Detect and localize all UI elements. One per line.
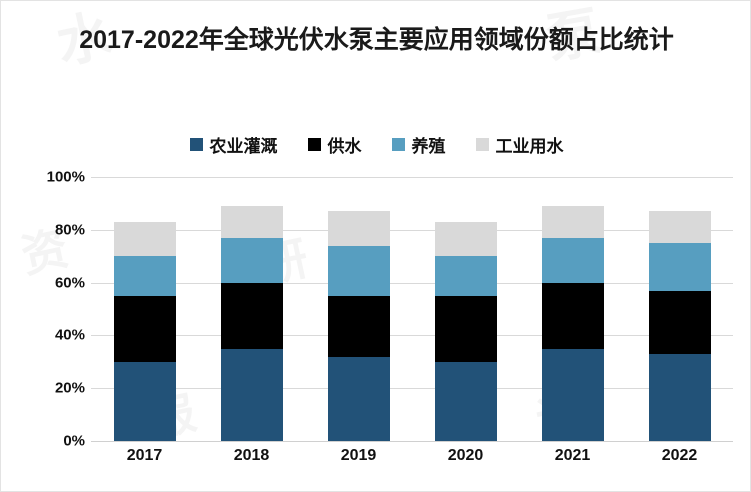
gridline-40 — [91, 335, 733, 337]
legend-item-3[interactable]: 工业用水 — [475, 132, 564, 157]
bar-segment[interactable] — [541, 348, 604, 441]
x-tick-label: 2017 — [126, 447, 163, 464]
gridline-80 — [91, 229, 733, 231]
legend-swatch-icon — [391, 138, 405, 151]
y-tick-label: 20% — [54, 379, 85, 397]
bar-segment[interactable] — [220, 348, 283, 441]
bar-segment[interactable] — [434, 221, 497, 257]
bar-segment[interactable] — [648, 290, 711, 354]
x-tick-label: 2020 — [447, 447, 484, 464]
bar-segment[interactable] — [434, 256, 497, 296]
legend-label: 工业用水 — [495, 137, 564, 156]
bar-group-2020[interactable] — [434, 177, 497, 441]
bar-segment[interactable] — [648, 243, 711, 291]
plot-area — [91, 177, 733, 442]
legend-swatch-icon — [307, 138, 321, 151]
bar-segment[interactable] — [541, 237, 604, 283]
x-tick-label: 2022 — [661, 447, 698, 464]
gridline-0 — [91, 441, 733, 442]
legend-label: 养殖 — [411, 137, 446, 156]
bar-segment[interactable] — [541, 206, 604, 238]
x-tick-label: 2018 — [233, 447, 270, 464]
bar-segment[interactable] — [434, 361, 497, 441]
gridline-100 — [91, 177, 733, 178]
bar-segment[interactable] — [541, 282, 604, 349]
y-tick-label: 60% — [54, 274, 85, 292]
bar-segment[interactable] — [220, 282, 283, 349]
bar-segment[interactable] — [434, 295, 497, 362]
legend-item-2[interactable]: 养殖 — [391, 132, 446, 157]
y-axis-tick-labels: 0% 20% 40% 60% 80% 100% — [31, 169, 85, 450]
bar-segment[interactable] — [327, 295, 390, 357]
bar-segment[interactable] — [327, 356, 390, 441]
gridline-20 — [91, 388, 733, 390]
legend-label: 供水 — [327, 137, 362, 156]
bar-segment[interactable] — [327, 245, 390, 296]
bar-group-2019[interactable] — [327, 177, 390, 441]
y-tick-label: 0% — [63, 432, 85, 450]
legend-item-1[interactable]: 供水 — [307, 132, 362, 157]
legend-item-0[interactable]: 农业灌溉 — [189, 132, 278, 157]
y-tick-label: 40% — [54, 326, 85, 344]
bar-segment[interactable] — [113, 295, 176, 362]
gridline-60 — [91, 282, 733, 284]
bar-segment[interactable] — [648, 211, 711, 244]
x-tick-label: 2019 — [340, 447, 377, 464]
legend-label: 农业灌溉 — [209, 137, 278, 156]
bar-group-2018[interactable] — [220, 177, 283, 441]
legend-swatch-icon — [189, 138, 203, 151]
bar-segment[interactable] — [113, 221, 176, 257]
bar-group-2021[interactable] — [541, 177, 604, 441]
bar-group-2022[interactable] — [648, 177, 711, 441]
x-tick-label: 2021 — [554, 447, 591, 464]
bar-segment[interactable] — [220, 237, 283, 283]
y-tick-label: 100% — [46, 168, 85, 186]
chart-title: 2017-2022年全球光伏水泵主要应用领域份额占比统计 — [79, 26, 674, 54]
bar-group-2017[interactable] — [113, 177, 176, 441]
legend-swatch-icon — [475, 138, 489, 151]
bar-segment[interactable] — [327, 211, 390, 246]
chart-legend: 农业灌溉 供水 养殖 工业用水 — [1, 132, 750, 157]
y-tick-label: 80% — [54, 221, 85, 239]
bar-segment[interactable] — [113, 256, 176, 296]
bar-segment[interactable] — [648, 353, 711, 441]
bar-segment[interactable] — [113, 361, 176, 441]
bar-series-group — [91, 177, 733, 441]
bar-segment[interactable] — [220, 206, 283, 238]
x-axis-tick-labels: 2017 2018 2019 2020 2021 2022 — [91, 447, 733, 465]
